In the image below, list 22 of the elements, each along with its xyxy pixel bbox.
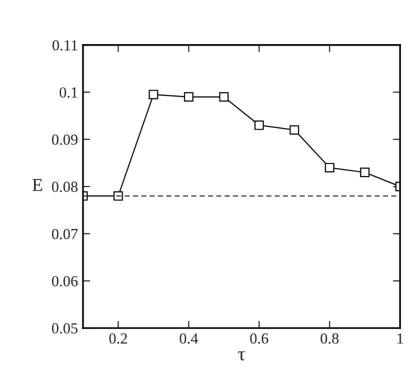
point	[114, 191, 123, 201]
point	[254, 120, 264, 130]
x-tick-label: 0.8	[320, 333, 339, 344]
x-axis-title: τ	[238, 351, 246, 360]
x-tick-label: 0.4	[180, 333, 198, 344]
y-tick-label: 0.05	[52, 323, 78, 334]
y-axis-title: E	[32, 179, 42, 191]
point	[219, 92, 229, 102]
x-tick-label: 1	[398, 333, 403, 344]
y-tick-label: 0.06	[52, 276, 78, 286]
point	[148, 90, 158, 100]
y-tick-label: 0.08	[52, 182, 78, 192]
y-tick-label: 0.11	[52, 40, 78, 51]
x-tick-label: 0.6	[250, 333, 268, 344]
point	[290, 125, 300, 135]
y-tick-label: 0.1	[60, 87, 78, 98]
y-tick-label: 0.09	[52, 134, 78, 145]
point	[360, 168, 370, 178]
x-tick-label: 0.2	[109, 333, 127, 344]
point	[184, 92, 194, 102]
y-tick-label: 0.07	[52, 228, 78, 240]
point	[324, 162, 334, 172]
